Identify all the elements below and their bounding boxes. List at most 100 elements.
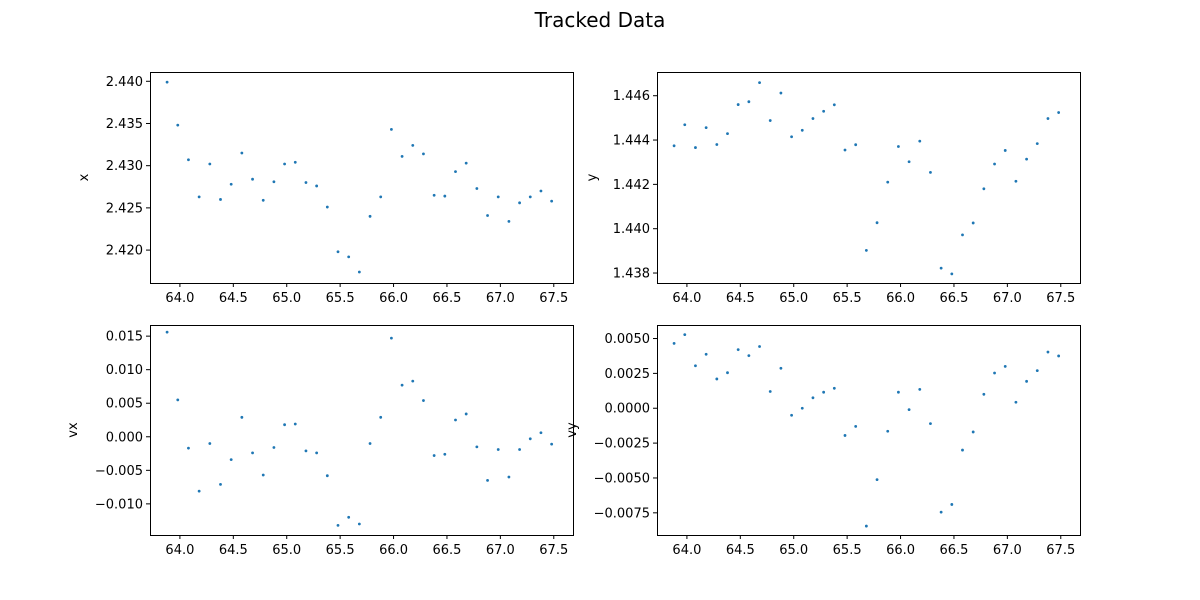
data-point (550, 199, 554, 203)
data-point (758, 81, 761, 85)
data-point (229, 182, 233, 186)
data-point (768, 119, 772, 122)
data-point (454, 170, 457, 173)
data-point (779, 366, 783, 370)
data-point (961, 448, 964, 452)
y-tick-label: 0.0050 (605, 332, 651, 347)
data-point (1057, 354, 1061, 358)
y-tick-label: −0.005 (95, 464, 143, 479)
data-point (539, 189, 543, 193)
x-tick-label: 66.0 (886, 291, 915, 306)
x-tick-label: 66.0 (379, 291, 408, 306)
data-point (187, 158, 190, 162)
data-point (982, 187, 986, 191)
x-tick-label: 67.0 (486, 543, 515, 558)
data-point (251, 451, 254, 455)
data-point (550, 442, 554, 446)
data-point (875, 478, 879, 482)
x-tick-label: 65.0 (779, 543, 808, 558)
data-point (907, 160, 911, 164)
data-point (1025, 157, 1028, 161)
data-point (747, 100, 751, 104)
data-point (219, 198, 222, 201)
x-tick-label: 67.0 (486, 291, 515, 306)
data-point (496, 195, 500, 199)
data-point (240, 415, 244, 419)
data-point (229, 458, 233, 461)
data-point (261, 198, 265, 202)
data-point (475, 445, 479, 449)
data-point (347, 255, 351, 259)
y-tick-label: 0.010 (106, 363, 143, 378)
data-point (486, 214, 489, 217)
x-tick-label: 66.5 (432, 543, 461, 558)
data-point (176, 123, 180, 127)
data-point (939, 266, 943, 270)
x-tick-label: 64.0 (165, 543, 194, 558)
x-tick-label: 67.5 (1046, 291, 1075, 306)
x-tick-label: 67.5 (539, 543, 568, 558)
y-tick-label: 1.444 (613, 134, 650, 149)
data-point (518, 201, 521, 205)
data-point (390, 336, 393, 340)
data-point (539, 431, 543, 435)
data-point (672, 342, 676, 345)
data-point (475, 187, 479, 190)
data-point (432, 193, 436, 197)
data-point (726, 132, 729, 136)
data-point (432, 454, 436, 457)
data-point (736, 348, 740, 352)
data-point (1003, 365, 1007, 368)
x-tick-label: 66.5 (432, 291, 461, 306)
data-point (918, 139, 922, 143)
data-point (411, 379, 415, 383)
data-point (368, 214, 372, 218)
data-point (897, 145, 900, 148)
data-point (950, 272, 954, 276)
data-point (315, 451, 319, 455)
data-point (1014, 179, 1018, 183)
data-point (390, 127, 393, 131)
data-point (993, 162, 996, 166)
data-point (768, 390, 772, 393)
data-point (411, 144, 415, 147)
data-point (854, 143, 858, 147)
data-point (165, 330, 169, 334)
x-tick-label: 64.5 (726, 291, 755, 306)
data-point (950, 503, 954, 506)
x-tick-label: 64.0 (672, 543, 701, 558)
data-point (1035, 142, 1039, 145)
data-point (747, 354, 751, 358)
plot-frame-y (657, 72, 1081, 284)
y-tick-label: −0.010 (95, 497, 143, 512)
data-point (736, 103, 740, 106)
data-point (918, 388, 922, 391)
x-tick-label: 67.5 (1046, 543, 1075, 558)
x-tick-label: 67.0 (993, 291, 1022, 306)
data-point (528, 195, 532, 199)
data-point (694, 146, 697, 149)
data-point (843, 148, 847, 152)
data-point (347, 515, 351, 519)
data-point (283, 423, 286, 427)
data-point (790, 413, 793, 417)
data-point (726, 371, 729, 375)
data-point (325, 474, 329, 478)
x-tick-label: 64.5 (219, 291, 248, 306)
data-point (293, 422, 297, 426)
figure-title: Tracked Data (534, 8, 666, 32)
y-axis-label-vy: vy (565, 422, 580, 438)
data-point (907, 408, 911, 412)
data-point (929, 171, 932, 174)
data-point (1003, 149, 1007, 152)
data-point (315, 184, 319, 188)
data-point (758, 345, 761, 348)
data-point (1014, 400, 1018, 404)
data-point (939, 510, 943, 514)
data-point (422, 399, 425, 402)
x-tick-label: 65.0 (272, 543, 301, 558)
x-tick-label: 65.5 (833, 543, 862, 558)
y-tick-label: 0.000 (106, 430, 143, 445)
data-point (683, 333, 687, 337)
